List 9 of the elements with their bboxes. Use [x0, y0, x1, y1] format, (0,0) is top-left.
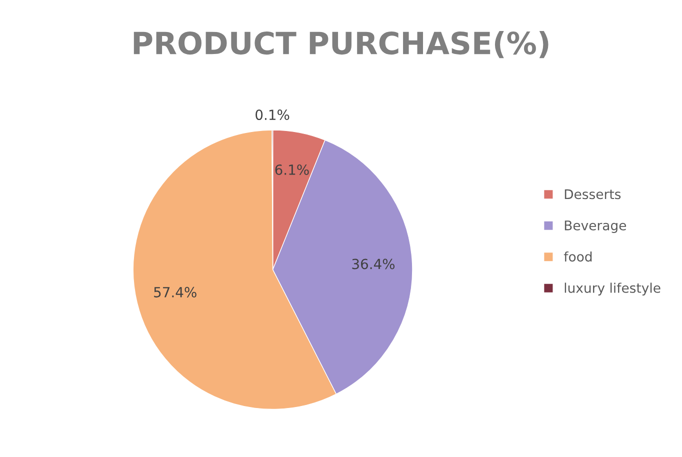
chart-title: PRODUCT PURCHASE(%) [134, 30, 548, 58]
legend-label: food [564, 251, 592, 262]
data-label: 0.1% [256, 110, 290, 120]
data-label: 57.4% [154, 286, 196, 298]
legend-label: Desserts [564, 189, 621, 200]
data-label: 36.4% [352, 258, 395, 270]
legend-label: Beverage [564, 220, 626, 233]
data-label: 6.1% [275, 164, 309, 175]
legend-label: luxury lifestyle [564, 282, 660, 296]
